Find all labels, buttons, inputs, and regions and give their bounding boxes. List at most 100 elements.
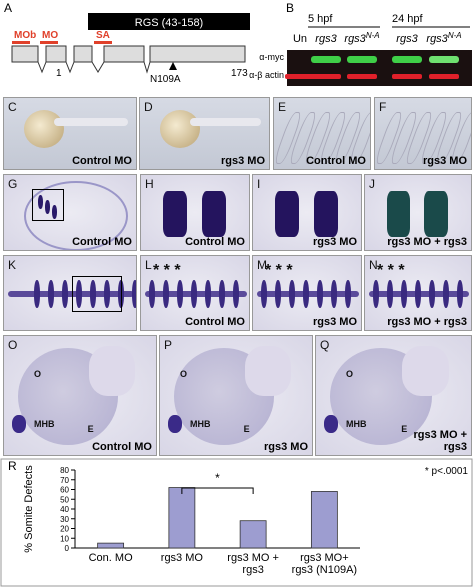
stain xyxy=(52,205,57,219)
band-green xyxy=(347,56,377,63)
band-red xyxy=(392,74,422,79)
yolk xyxy=(160,110,200,148)
bar xyxy=(168,487,196,549)
domain-label: RGS (43-158) xyxy=(135,17,203,29)
stain xyxy=(313,191,338,237)
significance-label: * xyxy=(215,471,220,485)
mutation-arrow xyxy=(169,62,177,70)
mutation-label: N109A xyxy=(150,74,181,85)
panel-caption: Control MO xyxy=(185,316,245,328)
axis-stain xyxy=(8,291,134,297)
y-tick-label: 60 xyxy=(60,486,69,495)
panel-caption: Control MO xyxy=(306,155,366,167)
y-tick-label: 40 xyxy=(60,505,69,514)
panel-letter: N xyxy=(369,258,378,272)
tail xyxy=(190,118,261,126)
stain xyxy=(331,280,337,308)
stain xyxy=(132,280,136,308)
stain xyxy=(303,280,309,308)
stain xyxy=(457,280,463,308)
structure-label: O xyxy=(346,369,354,380)
stain xyxy=(201,191,226,237)
image-panel: C Control MO xyxy=(3,97,137,170)
stain xyxy=(261,280,267,308)
stain xyxy=(275,280,281,308)
tail xyxy=(88,346,135,396)
panel-caption: rgs3 MO + rgs3 xyxy=(387,316,467,328)
mo-label: SA xyxy=(96,30,110,41)
panel-caption: rgs3 MO xyxy=(312,236,357,248)
x-tick-label: rgs3 MO + rgs3 xyxy=(227,552,279,576)
mo-bar xyxy=(12,41,30,44)
top-panels: A RGS (43-158) MOb MO SA 1 N109A 173 B 5 hpf 24 hp… xyxy=(4,1,472,86)
panel-letter: R xyxy=(8,459,17,473)
asterisks: * * * xyxy=(153,262,181,279)
lane-text: rgs3 xyxy=(344,33,366,45)
tail xyxy=(54,118,128,126)
stain xyxy=(275,191,300,237)
band-green xyxy=(311,56,341,63)
exon xyxy=(149,45,246,63)
image-panel: G Control MO xyxy=(3,174,137,251)
panel-caption: rgs3 MO xyxy=(312,316,357,328)
panel-caption: rgs3 MO xyxy=(220,155,265,167)
structure-label: E xyxy=(87,424,94,435)
stain xyxy=(205,280,211,308)
lane-label: rgs3N-A xyxy=(426,31,461,45)
asterisks: * * * xyxy=(377,262,405,279)
y-axis-title: % Somite Defects xyxy=(23,465,35,553)
bar xyxy=(97,542,125,549)
y-tick-label: 50 xyxy=(60,495,69,504)
panel-letter: L xyxy=(145,258,152,272)
stain xyxy=(324,414,338,433)
stain xyxy=(48,280,54,308)
stain xyxy=(62,280,68,308)
panel-letter: G xyxy=(8,177,18,191)
image-panel: O MHB E O Control MO xyxy=(3,335,157,456)
mo-label: MOb xyxy=(14,30,36,41)
y-tick-label: 70 xyxy=(60,476,69,485)
image-panel: H Control MO xyxy=(140,174,250,251)
stain xyxy=(38,195,43,209)
mo-label: MO xyxy=(42,30,58,41)
structure-label: E xyxy=(401,424,408,435)
stain xyxy=(45,200,50,214)
inset-box xyxy=(32,189,64,221)
chart-frame xyxy=(0,458,473,587)
band-red xyxy=(311,74,341,79)
y-tick-label: 10 xyxy=(60,534,69,543)
intron xyxy=(65,61,75,74)
stain xyxy=(104,280,110,308)
band-red xyxy=(429,74,459,79)
stain xyxy=(443,280,449,308)
embryo xyxy=(24,181,128,250)
stain xyxy=(163,280,169,308)
band-red xyxy=(347,74,377,79)
domain-box xyxy=(88,13,250,30)
lane-text: rgs3 xyxy=(315,33,337,45)
y-tick-label: 20 xyxy=(60,525,69,534)
lane-sup: N-A xyxy=(448,31,462,40)
panel-letter: K xyxy=(8,258,17,272)
lane-text: rgs3 xyxy=(396,33,418,45)
asterisks: * * * xyxy=(265,262,293,279)
stain xyxy=(415,280,421,308)
stain xyxy=(12,414,26,433)
lane-label: Un xyxy=(293,33,307,45)
stain xyxy=(424,191,449,237)
timepoint: 5 hpf xyxy=(308,13,333,25)
stain xyxy=(345,280,351,308)
panel-letter: A xyxy=(4,1,12,15)
panel-letter: H xyxy=(145,177,154,191)
structure-label: O xyxy=(180,369,188,380)
yolk xyxy=(24,110,64,148)
y-tick-label: 0 xyxy=(65,544,70,553)
panel-caption: rgs3 MO + rgs3 xyxy=(413,429,468,453)
